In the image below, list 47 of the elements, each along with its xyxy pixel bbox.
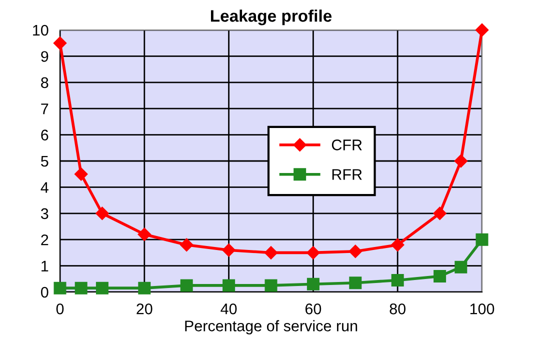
x-tick-label: 100: [470, 304, 494, 314]
y-tick-label: 10: [33, 24, 48, 36]
point: [454, 260, 468, 274]
point: [391, 238, 404, 252]
chart-title: Leakage profile: [210, 10, 332, 26]
point: [138, 282, 151, 294]
y-tick-label: 5: [41, 156, 48, 167]
y-tick-label: 6: [41, 130, 48, 140]
y-tick-label: 3: [40, 208, 48, 220]
point: [391, 274, 404, 286]
point: [74, 168, 88, 181]
point: [138, 228, 151, 241]
x-tick-label: 60: [305, 304, 322, 314]
point: [96, 282, 108, 294]
point: [454, 154, 468, 168]
x-tick-label: 80: [390, 304, 406, 314]
y-tick-label: 9: [41, 51, 48, 62]
y-tick-label: 4: [40, 182, 48, 193]
x-tick-label: 0: [56, 304, 64, 314]
point: [96, 206, 109, 220]
point: [74, 282, 88, 294]
point: [264, 246, 278, 260]
y-tick-label: 7: [41, 104, 48, 114]
point: [476, 233, 488, 246]
point: [475, 23, 489, 37]
y-tick-label: 8: [41, 77, 48, 88]
point: [54, 282, 66, 294]
point: [222, 279, 236, 292]
point: [180, 238, 194, 252]
point: [306, 278, 320, 290]
point: [349, 276, 362, 290]
point: [180, 279, 193, 292]
x-tick-label: 20: [136, 304, 152, 314]
point: [433, 206, 446, 220]
y-tick-label: 1: [42, 260, 48, 272]
legend-label: CFR: [332, 140, 362, 150]
y-tick-label: 2: [41, 234, 48, 246]
point: [222, 243, 236, 257]
point: [434, 270, 446, 283]
point: [53, 36, 67, 50]
point: [264, 279, 278, 292]
legend-label: RFR: [332, 169, 362, 180]
x-tick-label: 40: [220, 304, 237, 314]
x-axis-title: Percentage of service run: [185, 320, 358, 334]
point: [348, 244, 362, 258]
y-tick-label: 0: [40, 286, 48, 298]
point: [306, 246, 320, 260]
